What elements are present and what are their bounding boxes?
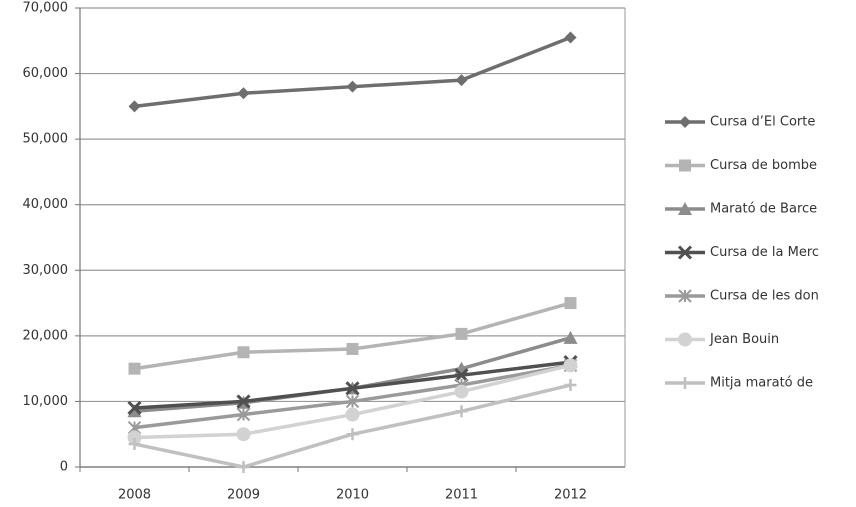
point-marker <box>236 394 251 409</box>
point-marker <box>455 405 468 418</box>
point-marker <box>346 80 359 93</box>
y-tick-label: 30,000 <box>23 263 69 278</box>
point-marker <box>346 342 359 355</box>
legend-label: Mitja marató de <box>710 376 813 391</box>
legend-marker <box>679 116 691 128</box>
point-marker <box>564 297 577 310</box>
point-marker <box>237 461 250 473</box>
legend-label: Cursa d’El Corte <box>710 115 815 130</box>
legend-marker <box>679 159 691 172</box>
point-marker <box>346 428 359 441</box>
legend-label: Cursa de les don <box>710 289 819 304</box>
y-tick-label: 20,000 <box>23 328 69 343</box>
x-tick-label: 2011 <box>445 488 478 503</box>
point-marker <box>127 404 142 418</box>
point-marker <box>345 394 360 409</box>
point-marker <box>127 430 142 445</box>
point-marker <box>564 31 577 44</box>
point-marker <box>345 381 360 396</box>
point-marker <box>455 327 468 340</box>
point-marker <box>455 74 468 87</box>
point-marker <box>237 346 250 359</box>
y-tick-label: 70,000 <box>23 1 69 16</box>
legend-label: Jean Bouin <box>709 332 779 347</box>
series-line <box>134 35 572 109</box>
point-marker <box>454 368 469 383</box>
y-tick-label: 10,000 <box>23 394 69 409</box>
point-marker <box>236 427 251 442</box>
y-tick-label: 60,000 <box>23 66 69 81</box>
y-tick-label: 40,000 <box>23 197 69 212</box>
point-marker <box>236 407 251 422</box>
x-tick-label: 2008 <box>118 488 151 503</box>
legend-marker <box>678 332 692 347</box>
y-tick-label: 50,000 <box>23 132 69 147</box>
legend-marker <box>677 245 693 260</box>
x-tick-label: 2010 <box>336 488 369 503</box>
point-marker <box>237 87 250 100</box>
point-marker <box>128 438 141 451</box>
legend-label: Cursa de bombe <box>710 158 817 173</box>
point-marker <box>128 362 141 375</box>
x-tick-label: 2009 <box>227 488 260 503</box>
point-marker <box>128 100 141 113</box>
legend-label: Marató de Barce <box>710 202 817 217</box>
legend-marker <box>678 202 692 215</box>
legend-marker <box>678 289 692 303</box>
legend-marker <box>679 377 691 389</box>
point-marker <box>127 400 142 416</box>
point-marker <box>563 358 578 373</box>
y-tick-label: 0 <box>60 460 68 475</box>
x-tick-label: 2012 <box>554 488 587 503</box>
point-marker <box>563 330 578 344</box>
legend-label: Cursa de la Merc <box>710 245 819 260</box>
point-marker <box>454 384 469 399</box>
point-marker <box>564 379 577 392</box>
point-marker <box>345 407 360 422</box>
